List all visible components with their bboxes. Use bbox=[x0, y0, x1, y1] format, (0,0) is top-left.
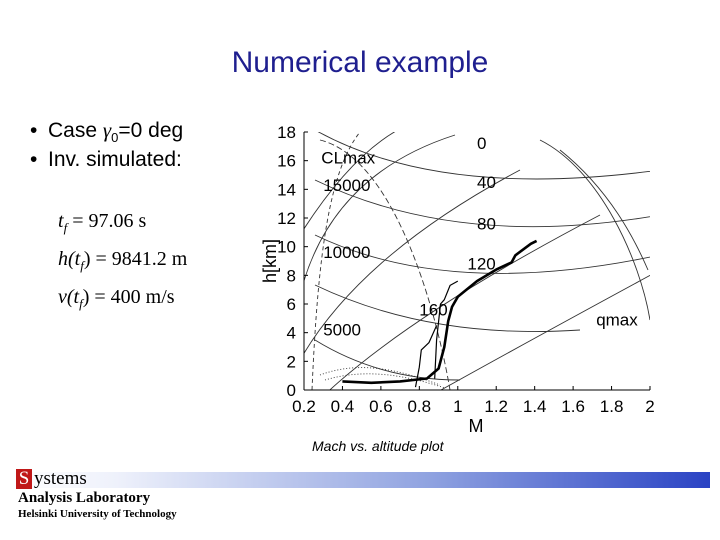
lab-name: Analysis Laboratory bbox=[18, 490, 151, 506]
x-tick-label: 0.8 bbox=[407, 397, 431, 416]
ps-contour bbox=[314, 179, 650, 228]
eq-lhs: h(t bbox=[58, 248, 81, 270]
eq-rhs: ) = 9841.2 m bbox=[83, 248, 188, 270]
slide-title: Numerical example bbox=[231, 46, 489, 79]
equation-vtf: v(tf) = 400 m/s bbox=[58, 286, 175, 312]
bullet-inv-simulated: • Inv. simulated: bbox=[30, 148, 182, 172]
y-tick-label: 16 bbox=[277, 152, 296, 171]
y-tick-label: 2 bbox=[287, 352, 296, 371]
eq-sub: f bbox=[80, 258, 84, 273]
eq-lhs: t bbox=[58, 210, 64, 232]
eq-lhs: v(t bbox=[58, 286, 80, 308]
footer-gradient-bar bbox=[12, 472, 710, 488]
bullet-case-prefix: Case bbox=[48, 119, 103, 142]
y-tick-label: 0 bbox=[287, 381, 296, 400]
trajectory-line bbox=[342, 239, 538, 385]
eq-rhs: = 97.06 s bbox=[72, 210, 147, 232]
dotted-path bbox=[319, 367, 441, 386]
energy-contour bbox=[304, 134, 456, 283]
eq-sub: f bbox=[79, 296, 83, 311]
axis-ticks: 0.2 0.4 0.6 0.8 1 1.2 1.4 1.6 1.8 2 0 2 4 6 8 10 12 14 16 1… bbox=[277, 123, 655, 416]
contour-label: 10000 bbox=[323, 243, 370, 262]
x-axis-label: M bbox=[469, 416, 484, 436]
eq-sub: f bbox=[63, 220, 68, 235]
x-tick-label: 1 bbox=[453, 397, 462, 416]
trajectory-thin-line bbox=[414, 325, 438, 388]
energy-contour bbox=[440, 274, 650, 390]
logo-initial: S bbox=[16, 469, 32, 489]
bullet-inv-label: Inv. simulated: bbox=[48, 148, 182, 171]
bullet-dot: • bbox=[30, 148, 38, 171]
y-tick-label: 18 bbox=[277, 123, 296, 142]
contour-label: 120 bbox=[467, 255, 495, 274]
x-tick-label: 2 bbox=[645, 397, 654, 416]
chart-caption: Mach vs. altitude plot bbox=[312, 438, 444, 454]
x-tick-label: 1.4 bbox=[523, 397, 547, 416]
contour-label: qmax bbox=[596, 311, 638, 330]
ps-contour bbox=[317, 132, 650, 180]
x-tick-label: 0.6 bbox=[369, 397, 393, 416]
university-name: Helsinki University of Technology bbox=[18, 508, 177, 520]
y-axis-label: h[km] bbox=[260, 239, 280, 283]
y-tick-label: 12 bbox=[277, 209, 296, 228]
qmax-boundary bbox=[559, 149, 649, 271]
contour-label: 40 bbox=[477, 173, 496, 192]
equation-tf: tf = 97.06 s bbox=[58, 210, 146, 236]
contour-label: 160 bbox=[419, 301, 447, 320]
logo-wordmark: ystems bbox=[34, 468, 87, 489]
y-tick-label: 8 bbox=[287, 266, 296, 285]
contour-label: CLmax bbox=[321, 149, 375, 168]
y-tick-label: 14 bbox=[277, 180, 296, 199]
bullet-dot: • bbox=[30, 119, 38, 142]
x-tick-label: 1.8 bbox=[600, 397, 624, 416]
gamma-subscript: 0 bbox=[111, 130, 119, 146]
clmax-boundary bbox=[311, 132, 361, 390]
dotted-path bbox=[324, 373, 446, 389]
trajectory-thin-line bbox=[434, 280, 459, 379]
contour-label: 0 bbox=[477, 134, 486, 153]
ps-contour bbox=[314, 234, 650, 274]
contour-label: 15000 bbox=[323, 176, 370, 195]
qmax-boundary bbox=[539, 139, 650, 321]
energy-contour bbox=[329, 214, 601, 390]
contour-labels: 0 CLmax 15000 40 80 10000 120 160 5000 qmax bbox=[321, 134, 638, 339]
dashed-path bbox=[319, 139, 451, 390]
gamma-symbol: γ bbox=[102, 118, 112, 142]
contour-label: 5000 bbox=[323, 321, 361, 340]
x-tick-label: 1.6 bbox=[561, 397, 585, 416]
y-tick-label: 4 bbox=[287, 324, 296, 343]
y-tick-label: 10 bbox=[277, 238, 296, 257]
eq-rhs: ) = 400 m/s bbox=[82, 286, 175, 308]
y-tick-label: 6 bbox=[287, 295, 296, 314]
x-tick-label: 0.2 bbox=[292, 397, 316, 416]
x-tick-label: 0.4 bbox=[331, 397, 355, 416]
equation-htf: h(tf) = 9841.2 m bbox=[58, 248, 187, 274]
trajectory-series bbox=[342, 239, 538, 388]
bullet-case: • Case γ0=0 deg bbox=[30, 118, 183, 145]
energy-contour bbox=[304, 132, 396, 230]
contour-label: 80 bbox=[477, 215, 496, 234]
bullet-case-suffix: =0 deg bbox=[118, 119, 184, 142]
x-tick-label: 1.2 bbox=[484, 397, 508, 416]
envelope-contours bbox=[304, 132, 650, 390]
ps-contour bbox=[314, 339, 461, 381]
